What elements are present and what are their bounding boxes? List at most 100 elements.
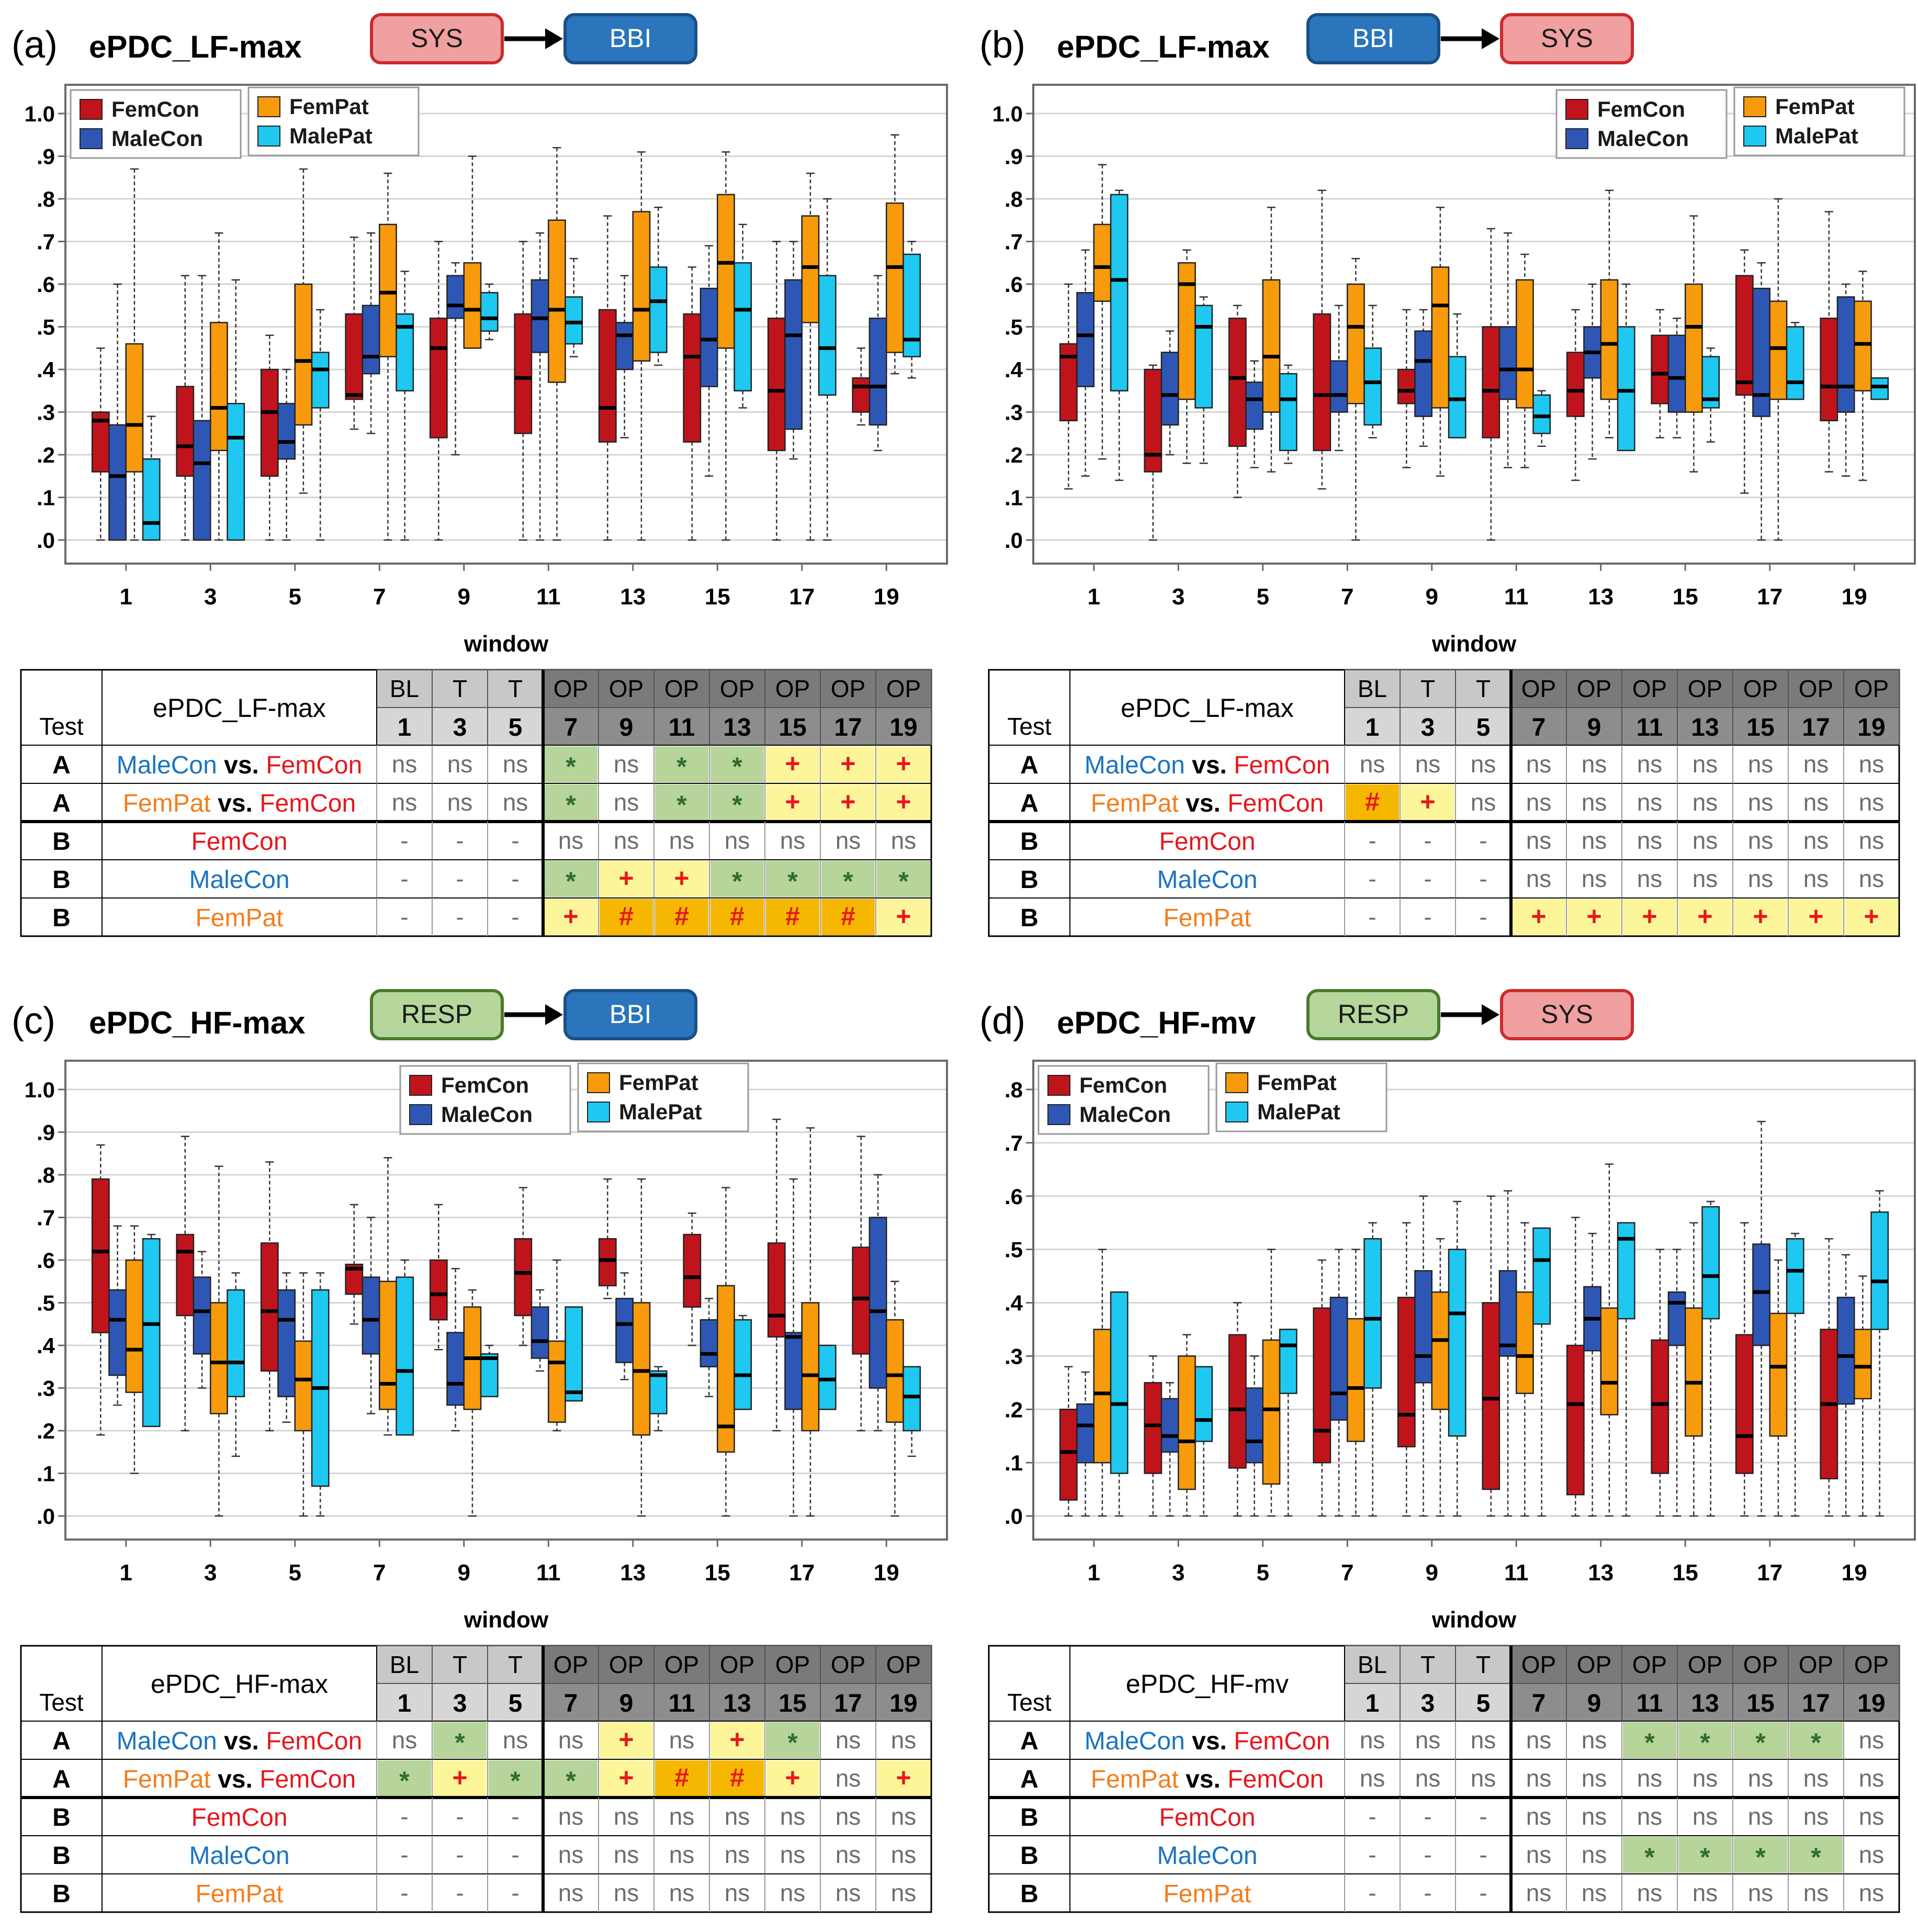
window-header: 3	[1421, 714, 1435, 742]
sig-cell: ns	[1803, 789, 1829, 816]
panel-c: (c) ePDC_HF-max RESP BBI .0 .1 .2 .3 .4 .5 .6 .7 .8.…	[12, 989, 948, 1913]
sig-cell: ns	[614, 750, 639, 778]
sig-cell: *	[510, 1766, 521, 1795]
box-FemPat	[1600, 279, 1619, 400]
x-tick-label: 3	[1172, 584, 1184, 610]
sig-cell: ns	[1637, 789, 1663, 816]
box-FemCon	[1566, 352, 1585, 417]
legend-label: MalePat	[289, 123, 373, 148]
sig-cell: ns	[503, 750, 528, 778]
x-tick-label: 15	[1673, 1560, 1698, 1586]
window-header: 11	[1637, 714, 1663, 742]
test-letter: A	[52, 1727, 71, 1755]
x-tick-label: 17	[789, 584, 815, 610]
window-header: 9	[619, 1690, 634, 1717]
y-tick-label: .6	[1005, 272, 1023, 297]
window-header: 19	[1857, 714, 1885, 742]
y-tick-label: .0	[37, 1504, 55, 1529]
source-node-label: RESP	[1338, 999, 1409, 1029]
sig-cell: #	[841, 902, 855, 931]
x-tick-label: 15	[705, 1560, 730, 1586]
sig-cell-bg	[1734, 1837, 1787, 1873]
x-tick-label: 15	[1673, 584, 1698, 610]
sig-cell: #	[1365, 787, 1380, 816]
sig-cell-bg	[544, 861, 597, 897]
box-FemCon	[176, 386, 195, 477]
phase-header-cell	[875, 1645, 932, 1684]
sig-cell-bg	[1678, 1722, 1732, 1758]
sig-cell-bg	[766, 1722, 819, 1758]
box-MalePat	[565, 1306, 583, 1402]
sig-cell: -	[1479, 1841, 1487, 1868]
x-tick-label: 17	[1757, 584, 1782, 610]
sig-cell: ns	[1748, 827, 1774, 854]
window-header-cell	[875, 1683, 932, 1722]
row-label: FemPat vs. FemCon	[123, 790, 356, 817]
sig-cell: -	[1368, 903, 1376, 930]
x-tick-label: 15	[705, 584, 730, 610]
sig-cell: ns	[614, 789, 639, 816]
sig-cell: ns	[1803, 865, 1829, 892]
sig-cell: +	[896, 787, 911, 816]
phase-header-cell	[376, 669, 433, 708]
sig-cell: ns	[1415, 1726, 1441, 1754]
window-header: 5	[509, 714, 523, 742]
y-tick-label: .9	[37, 1120, 55, 1145]
sig-cell: ns	[780, 1841, 806, 1868]
sig-cell: ns	[669, 827, 695, 854]
phase-header: T	[1420, 1651, 1435, 1678]
legend-label: FemPat	[619, 1070, 698, 1095]
sig-cell: ns	[1693, 750, 1718, 778]
box-MalePat	[1448, 1249, 1466, 1437]
window-header-cell	[598, 707, 655, 746]
row-label-part: FemPat	[1091, 1766, 1179, 1793]
sig-cell: ns	[1803, 1803, 1829, 1830]
window-header: 11	[669, 714, 695, 742]
sig-cell-bg	[1623, 1837, 1676, 1873]
test-header: Test	[1007, 713, 1052, 740]
x-tick-label: 9	[458, 584, 470, 610]
phase-header-cell	[1788, 1645, 1844, 1684]
sig-cell-bg	[710, 746, 764, 782]
box-FemPat	[210, 1302, 228, 1414]
legend-swatch	[1047, 1104, 1070, 1125]
box-FemCon	[1313, 313, 1332, 452]
box-FemPat	[1347, 283, 1365, 405]
y-tick-label: .9	[1005, 144, 1023, 169]
window-header: 13	[723, 714, 751, 742]
window-header-cell	[432, 707, 488, 746]
box-FemCon	[1397, 368, 1416, 405]
window-header-cell	[1677, 1683, 1733, 1722]
window-header-cell	[820, 1683, 876, 1722]
phase-header: OP	[609, 1651, 644, 1678]
sig-cell: *	[566, 1766, 576, 1795]
box-FemPat	[1093, 223, 1112, 302]
box-MalePat	[734, 262, 752, 391]
sig-cell: ns	[1582, 1841, 1607, 1868]
box-FemPat	[1854, 300, 1872, 391]
box-FemCon	[514, 313, 533, 434]
sig-cell: +	[674, 863, 689, 893]
x-tick-label: 11	[1504, 584, 1529, 610]
box-FemPat	[632, 1302, 651, 1436]
y-tick-label: .7	[1005, 230, 1023, 254]
sig-cell: ns	[669, 1803, 695, 1830]
sig-cell: ns	[891, 1841, 917, 1868]
phase-header: T	[1476, 675, 1491, 702]
test-header: Test	[1007, 1689, 1052, 1716]
sig-cell-bg	[1623, 899, 1676, 935]
phase-header-cell	[1788, 669, 1844, 708]
box-MalePat	[1110, 194, 1129, 391]
sig-cell: ns	[1803, 750, 1829, 778]
sig-cell: -	[400, 827, 408, 854]
window-header-cell	[1843, 707, 1900, 746]
sig-cell: *	[566, 752, 576, 781]
y-tick-label: .1	[1005, 1451, 1023, 1475]
sig-cell: +	[840, 787, 855, 816]
box-FemPat	[1854, 1329, 1872, 1400]
window-header: 7	[1532, 1690, 1546, 1717]
window-header-cell	[432, 1683, 488, 1722]
sig-cell: -	[1479, 827, 1487, 854]
box-FemPat	[548, 219, 566, 383]
window-header: 7	[564, 1690, 578, 1717]
